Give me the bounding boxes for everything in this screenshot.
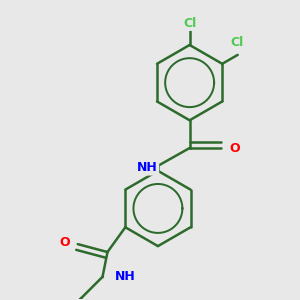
Text: NH: NH [137, 161, 158, 174]
Text: O: O [229, 142, 240, 154]
Text: O: O [59, 236, 70, 249]
Text: Cl: Cl [230, 35, 244, 49]
Text: Cl: Cl [183, 17, 196, 30]
Text: NH: NH [114, 270, 135, 283]
